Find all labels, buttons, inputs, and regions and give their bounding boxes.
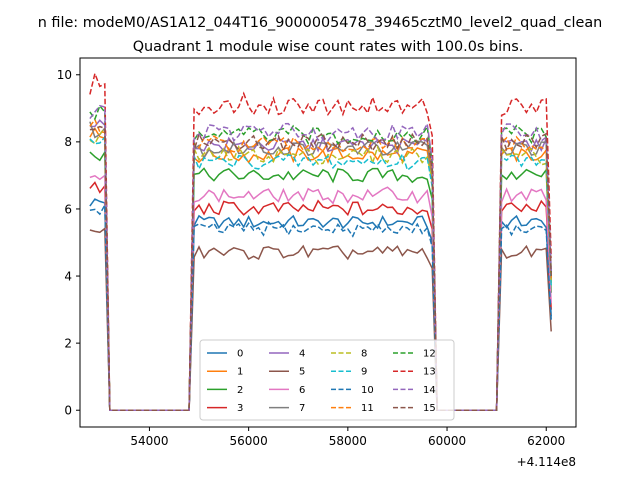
legend-label-12: 12 — [423, 349, 436, 360]
legend-label-10: 10 — [361, 385, 374, 396]
legend-box — [199, 339, 455, 421]
y-axis: 0 2 4 6 8 10 — [57, 68, 80, 418]
chart-title: Quadrant 1 module wise count rates with … — [133, 39, 524, 55]
x-tick-label: 62000 — [527, 434, 565, 448]
legend-label-0: 0 — [237, 349, 243, 360]
legend-label-6: 6 — [299, 385, 305, 396]
x-tick-label: 58000 — [329, 434, 367, 448]
x-axis: 54000 56000 58000 60000 62000 — [130, 427, 565, 448]
y-tick-label: 8 — [64, 135, 72, 149]
y-tick-label: 6 — [64, 202, 72, 216]
legend-label-9: 9 — [361, 367, 367, 378]
legend-label-15: 15 — [423, 403, 436, 414]
x-tick-label: 56000 — [230, 434, 268, 448]
legend-label-11: 11 — [361, 403, 374, 414]
x-tick-label: 60000 — [428, 434, 466, 448]
x-offset-text: +4.114e8 — [517, 455, 576, 469]
y-tick-label: 4 — [64, 269, 72, 283]
legend-label-14: 14 — [423, 385, 436, 396]
y-tick-label: 2 — [64, 336, 72, 350]
legend-label-1: 1 — [237, 367, 243, 378]
y-tick-label: 0 — [64, 404, 72, 418]
series-group — [89, 71, 552, 411]
series-line-14 — [89, 104, 552, 411]
series-line-8 — [89, 126, 552, 411]
legend-label-8: 8 — [361, 349, 367, 360]
legend-label-3: 3 — [237, 403, 243, 414]
figure-suptitle: n file: modeM0/AS1A12_044T16_9000005478_… — [38, 15, 603, 31]
legend-label-13: 13 — [423, 367, 436, 378]
x-tick-label: 54000 — [130, 434, 168, 448]
series-line-15 — [89, 125, 552, 411]
legend-label-4: 4 — [299, 349, 305, 360]
legend-label-5: 5 — [299, 367, 305, 378]
legend-label-7: 7 — [299, 403, 305, 414]
y-tick-label: 10 — [57, 68, 72, 82]
axes-frame — [79, 57, 577, 428]
legend-label-2: 2 — [237, 385, 243, 396]
